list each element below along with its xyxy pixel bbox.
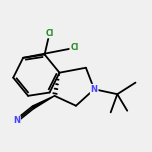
Polygon shape bbox=[32, 96, 55, 109]
Text: N: N bbox=[13, 116, 20, 125]
Text: N: N bbox=[91, 85, 98, 94]
Text: Cl: Cl bbox=[45, 29, 54, 38]
Text: Cl: Cl bbox=[70, 43, 78, 52]
